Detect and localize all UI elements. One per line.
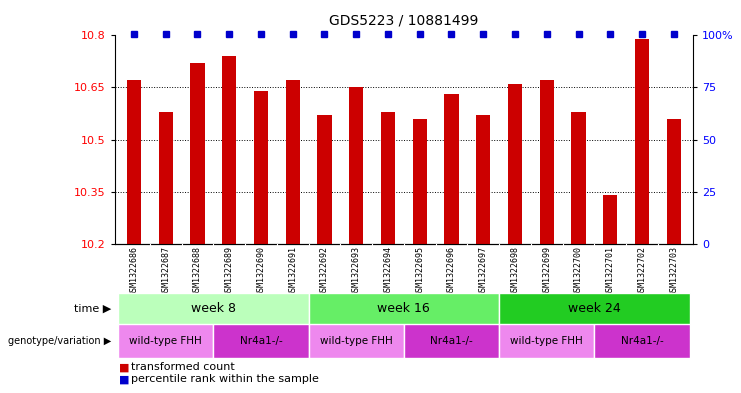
Text: wild-type FHH: wild-type FHH bbox=[511, 336, 583, 346]
Bar bbox=[308, 293, 499, 324]
Bar bbox=[159, 112, 173, 244]
Text: wild-type FHH: wild-type FHH bbox=[320, 336, 393, 346]
Bar bbox=[499, 293, 690, 324]
Bar bbox=[118, 324, 213, 358]
Text: GSM1322702: GSM1322702 bbox=[637, 246, 647, 296]
Text: transformed count: transformed count bbox=[131, 362, 235, 373]
Text: GSM1322686: GSM1322686 bbox=[130, 246, 139, 296]
Bar bbox=[222, 56, 236, 244]
Bar bbox=[317, 115, 331, 244]
Bar bbox=[445, 94, 459, 244]
Bar bbox=[213, 324, 308, 358]
Bar bbox=[404, 324, 499, 358]
Text: GSM1322697: GSM1322697 bbox=[479, 246, 488, 296]
Text: week 24: week 24 bbox=[568, 302, 621, 315]
Bar bbox=[413, 119, 427, 244]
Text: Nr4a1-/-: Nr4a1-/- bbox=[239, 336, 282, 346]
Bar bbox=[635, 39, 649, 244]
Text: percentile rank within the sample: percentile rank within the sample bbox=[131, 374, 319, 384]
Text: GSM1322698: GSM1322698 bbox=[511, 246, 519, 296]
Text: ■: ■ bbox=[119, 362, 129, 373]
Bar bbox=[127, 81, 141, 244]
Bar bbox=[499, 324, 594, 358]
Bar bbox=[508, 84, 522, 244]
Text: genotype/variation ▶: genotype/variation ▶ bbox=[8, 336, 111, 346]
Text: GSM1322696: GSM1322696 bbox=[447, 246, 456, 296]
Text: week 16: week 16 bbox=[377, 302, 431, 315]
Bar bbox=[381, 112, 395, 244]
Text: wild-type FHH: wild-type FHH bbox=[129, 336, 202, 346]
Bar bbox=[349, 87, 363, 244]
Bar bbox=[118, 293, 308, 324]
Text: GSM1322699: GSM1322699 bbox=[542, 246, 551, 296]
Text: GSM1322690: GSM1322690 bbox=[256, 246, 265, 296]
Bar bbox=[603, 195, 617, 244]
Text: GDS5223 / 10881499: GDS5223 / 10881499 bbox=[329, 13, 479, 28]
Text: GSM1322692: GSM1322692 bbox=[320, 246, 329, 296]
Text: GSM1322693: GSM1322693 bbox=[352, 246, 361, 296]
Bar bbox=[308, 324, 404, 358]
Text: Nr4a1-/-: Nr4a1-/- bbox=[621, 336, 663, 346]
Text: GSM1322691: GSM1322691 bbox=[288, 246, 297, 296]
Bar bbox=[594, 324, 690, 358]
Text: Nr4a1-/-: Nr4a1-/- bbox=[430, 336, 473, 346]
Text: GSM1322688: GSM1322688 bbox=[193, 246, 202, 296]
Bar bbox=[190, 63, 205, 244]
Bar bbox=[285, 81, 300, 244]
Text: GSM1322694: GSM1322694 bbox=[383, 246, 393, 296]
Text: GSM1322703: GSM1322703 bbox=[669, 246, 678, 296]
Text: time ▶: time ▶ bbox=[74, 303, 111, 314]
Bar bbox=[476, 115, 491, 244]
Text: GSM1322695: GSM1322695 bbox=[415, 246, 425, 296]
Text: GSM1322687: GSM1322687 bbox=[161, 246, 170, 296]
Text: ■: ■ bbox=[119, 374, 129, 384]
Text: GSM1322700: GSM1322700 bbox=[574, 246, 583, 296]
Text: GSM1322689: GSM1322689 bbox=[225, 246, 233, 296]
Text: GSM1322701: GSM1322701 bbox=[605, 246, 615, 296]
Bar bbox=[539, 81, 554, 244]
Bar bbox=[571, 112, 585, 244]
Bar bbox=[667, 119, 681, 244]
Text: week 8: week 8 bbox=[190, 302, 236, 315]
Bar bbox=[253, 91, 268, 244]
